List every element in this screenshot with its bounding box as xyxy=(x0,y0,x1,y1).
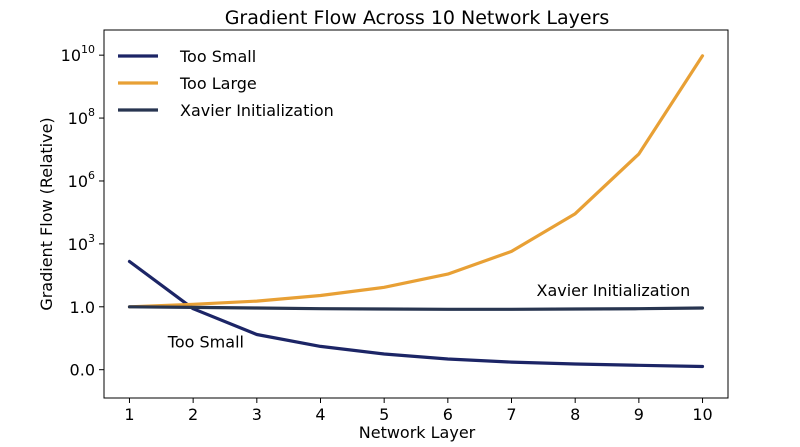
legend: Too Small Too Large Xavier Initialization xyxy=(118,47,334,120)
x-tick-label: 4 xyxy=(315,405,325,424)
x-tick-label: 10 xyxy=(692,405,712,424)
chart-title: Gradient Flow Across 10 Network Layers xyxy=(225,7,610,29)
x-tick-label: 8 xyxy=(570,405,580,424)
y-tick-label: 0.0 xyxy=(70,361,95,380)
plot-area: 1 2 3 4 5 6 7 8 9 10 0.0 1.0 103 106 108 1010 Too Small X… xyxy=(61,29,729,424)
series-line-xavier-initialization xyxy=(127,305,705,311)
y-tick-label: 1.0 xyxy=(70,298,95,317)
x-tick-label: 9 xyxy=(634,405,644,424)
x-tick-label: 5 xyxy=(379,405,389,424)
y-tick-label: 1010 xyxy=(61,43,95,65)
legend-label: Too Large xyxy=(179,74,257,93)
x-tick-label: 6 xyxy=(443,405,453,424)
y-tick-label: 103 xyxy=(68,232,95,254)
series-line-too-small xyxy=(127,259,705,369)
x-tick-label: 2 xyxy=(188,405,198,424)
series-line-too-large xyxy=(127,54,705,309)
legend-label: Too Small xyxy=(179,47,256,66)
x-tick-label: 3 xyxy=(252,405,262,424)
y-axis-label: Gradient Flow (Relative) xyxy=(37,117,56,310)
y-tick-label: 106 xyxy=(68,169,95,191)
axes-frame xyxy=(103,29,729,399)
x-tick-label: 7 xyxy=(506,405,516,424)
legend-label: Xavier Initialization xyxy=(180,101,334,120)
y-tick-label: 108 xyxy=(68,106,95,128)
annotation: Too Small xyxy=(167,333,244,352)
annotation: Xavier Initialization xyxy=(537,281,691,300)
x-axis-label: Network Layer xyxy=(359,423,476,442)
x-tick-label: 1 xyxy=(124,405,134,424)
